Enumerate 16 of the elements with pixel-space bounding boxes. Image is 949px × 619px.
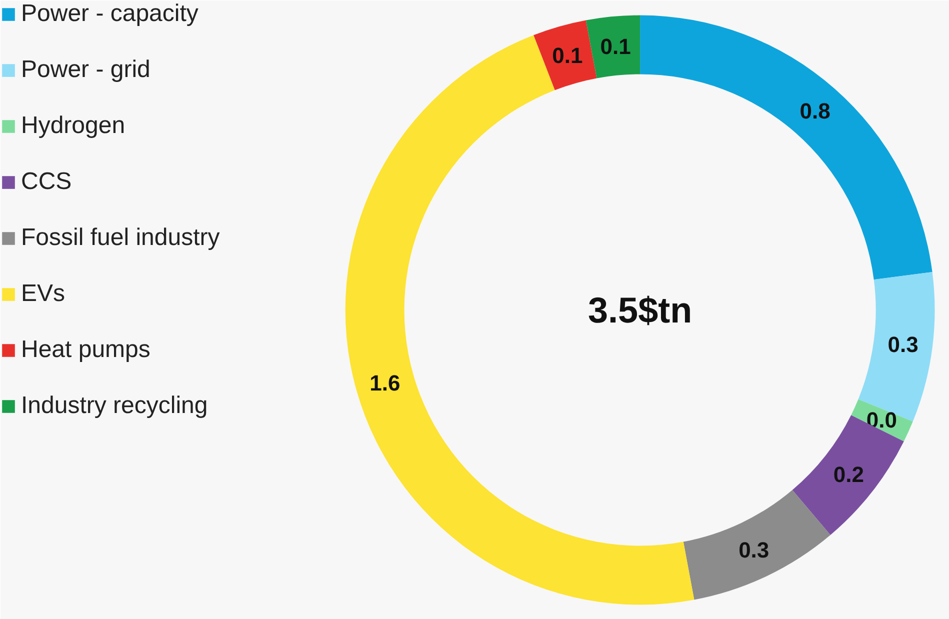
legend-label: Fossil fuel industry — [21, 224, 220, 252]
data-label: 0.1 — [600, 34, 631, 59]
data-label: 1.6 — [370, 370, 400, 396]
text: 3.5$tn — [588, 290, 692, 330]
data-label: 0.8 — [800, 98, 830, 124]
data-label: 0.2 — [833, 462, 864, 487]
legend-label: Power - grid — [21, 56, 150, 84]
legend-label: Hydrogen — [21, 112, 126, 140]
data-label: 0.1 — [552, 42, 583, 68]
legend-label: EVs — [21, 280, 66, 308]
legend-label: Heat pumps — [21, 336, 150, 364]
legend-label: Power - capacity — [21, 0, 198, 28]
data-label: 0.3 — [888, 332, 918, 358]
legend-label: CCS — [21, 168, 72, 196]
data-label: 0.3 — [738, 538, 770, 563]
legend-label: Industry recycling — [21, 392, 208, 420]
